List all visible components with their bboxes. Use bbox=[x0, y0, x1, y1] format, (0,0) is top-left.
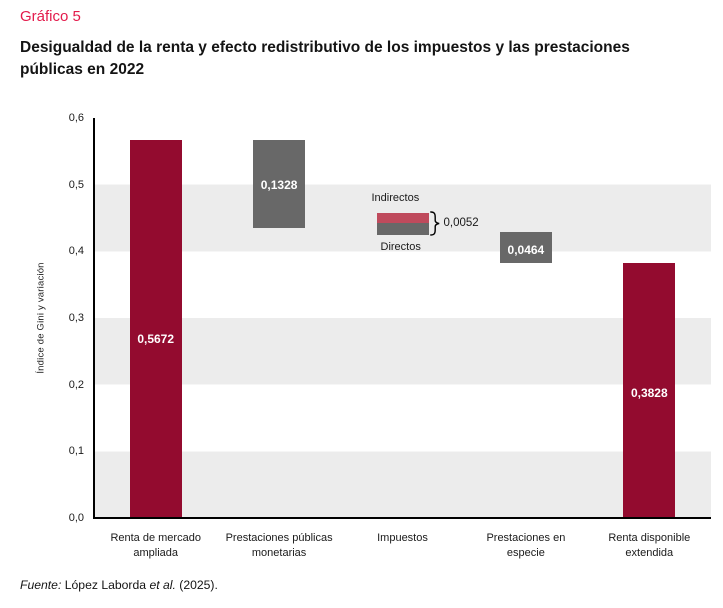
source-fuente-label: Fuente: bbox=[20, 578, 62, 592]
tax-bar-segment bbox=[376, 223, 429, 236]
x-axis-line bbox=[93, 517, 711, 519]
indirectos-label: Indirectos bbox=[371, 192, 420, 204]
figure-kicker: Gráfico 5 bbox=[20, 8, 81, 25]
y-axis-line bbox=[93, 118, 95, 518]
y-tick-label: 0,2 bbox=[68, 378, 84, 391]
y-tick-label: 0,0 bbox=[68, 512, 84, 524]
tax-net-effect-label: 0,0052 bbox=[443, 217, 479, 229]
bar-value-label: 0,1328 bbox=[260, 178, 298, 193]
source-etal: et al. bbox=[149, 578, 176, 592]
bar bbox=[623, 262, 676, 518]
y-tick-label: 0,1 bbox=[68, 445, 84, 458]
source-year: (2025). bbox=[175, 578, 218, 592]
source-note: Fuente: López Laborda et al. (2025). bbox=[20, 578, 218, 592]
category-label: Renta de mercado ampliada bbox=[110, 532, 201, 559]
bar bbox=[253, 139, 306, 229]
plot-area bbox=[94, 118, 711, 518]
y-tick-label: 0,4 bbox=[68, 245, 84, 258]
category-label: Impuestos bbox=[377, 532, 428, 544]
source-authors: López Laborda bbox=[61, 578, 150, 592]
y-tick-label: 0,5 bbox=[68, 178, 84, 191]
bar bbox=[499, 231, 552, 263]
y-tick-label: 0,6 bbox=[68, 112, 84, 124]
bar-value-label: 0,0464 bbox=[507, 243, 545, 258]
category-label: Prestaciones públicas monetarias bbox=[225, 532, 333, 559]
bar bbox=[129, 139, 182, 518]
directos-label: Directos bbox=[380, 241, 421, 253]
y-tick-label: 0,3 bbox=[68, 312, 84, 324]
figure-title: Desigualdad de la renta y efecto redistr… bbox=[20, 39, 630, 78]
category-label: Prestaciones en especie bbox=[486, 532, 566, 559]
category-label: Renta disponible extendida bbox=[608, 532, 691, 559]
tax-bar-segment bbox=[376, 213, 429, 223]
bar-value-label: 0,3828 bbox=[630, 386, 668, 401]
brace-icon bbox=[429, 211, 441, 236]
bar-value-label: 0,5672 bbox=[137, 332, 175, 346]
